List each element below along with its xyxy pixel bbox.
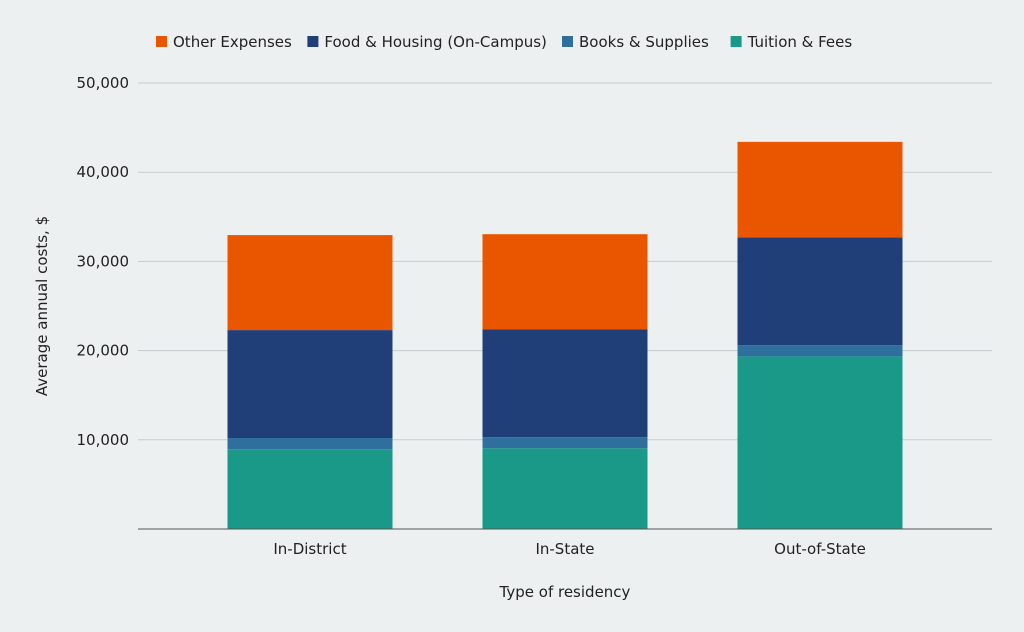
bar-segment [227, 330, 393, 439]
y-tick-label: 40,000 [77, 163, 130, 181]
legend-swatch [562, 36, 573, 47]
legend: Other Expenses Food & Housing (On-Campus)… [156, 33, 852, 51]
legend-label: Tuition & Fees [747, 33, 853, 51]
x-tick-label: Out-of-State [774, 540, 866, 558]
y-tick-label: 20,000 [77, 342, 130, 360]
y-tick-labels: 10,000 20,000 30,000 40,000 50,000 [77, 74, 130, 449]
bar-segment [482, 448, 648, 529]
legend-label: Food & Housing (On-Campus) [324, 33, 547, 51]
y-tick-label: 50,000 [77, 74, 130, 92]
bars [227, 141, 903, 529]
legend-swatch [730, 36, 742, 47]
legend-swatch [307, 36, 319, 47]
legend-label: Other Expenses [173, 33, 292, 51]
bar-segment [227, 449, 393, 529]
bar-segment [482, 329, 648, 438]
bar-segment [737, 141, 903, 238]
legend-label: Books & Supplies [579, 33, 709, 51]
bar-segment [482, 234, 648, 330]
bar-segment [482, 437, 648, 449]
x-axis-title: Type of residency [499, 583, 631, 601]
legend-swatch [156, 36, 167, 47]
bar-segment [737, 237, 903, 346]
y-tick-label: 30,000 [77, 252, 130, 270]
y-tick-label: 10,000 [77, 431, 130, 449]
x-tick-labels: In-District In-State Out-of-State [273, 540, 865, 558]
bar-segment [227, 235, 393, 331]
bar-segment [737, 345, 903, 357]
y-axis-title: Average annual costs, $ [33, 216, 51, 396]
x-tick-label: In-District [273, 540, 346, 558]
bar-segment [737, 356, 903, 529]
bar-segment [227, 438, 393, 450]
x-tick-label: In-State [535, 540, 594, 558]
